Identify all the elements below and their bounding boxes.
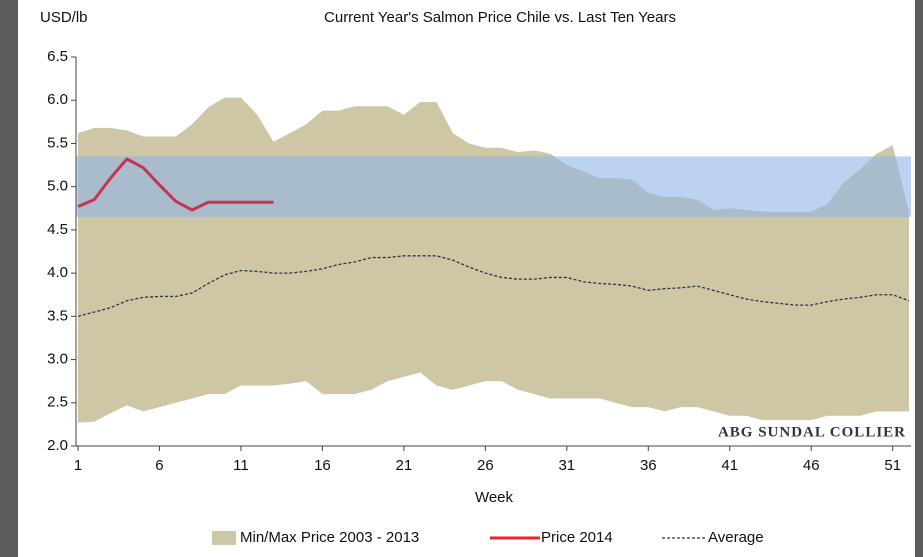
x-tick-label: 16 bbox=[314, 457, 331, 474]
x-tick-label: 21 bbox=[396, 457, 413, 474]
x-tick-label: 1 bbox=[74, 457, 82, 474]
watermark: ABG SUNDAL COLLIER bbox=[718, 424, 906, 440]
y-tick-label: 2.0 bbox=[47, 437, 68, 454]
y-tick-label: 3.0 bbox=[47, 351, 68, 368]
x-tick-label: 36 bbox=[640, 457, 657, 474]
legend-label: Min/Max Price 2003 - 2013 bbox=[240, 529, 419, 546]
y-tick-label: 3.5 bbox=[47, 307, 68, 324]
y-tick-label: 6.5 bbox=[47, 48, 68, 65]
y-tick-label: 2.5 bbox=[47, 394, 68, 411]
x-tick-label: 31 bbox=[558, 457, 575, 474]
chart-title: Current Year's Salmon Price Chile vs. La… bbox=[324, 9, 676, 26]
y-tick-label: 4.0 bbox=[47, 264, 68, 281]
legend-label: Price 2014 bbox=[541, 529, 613, 546]
x-tick-label: 41 bbox=[721, 457, 738, 474]
x-axis-label: Week bbox=[475, 489, 514, 506]
x-tick-label: 6 bbox=[155, 457, 163, 474]
legend-swatch bbox=[212, 531, 236, 545]
y-axis-label: USD/lb bbox=[40, 9, 88, 26]
x-tick-label: 51 bbox=[884, 457, 901, 474]
highlight-band bbox=[76, 156, 911, 217]
average-line bbox=[77, 255, 910, 317]
x-tick-label: 11 bbox=[233, 457, 249, 474]
y-tick-label: 4.5 bbox=[47, 221, 68, 238]
y-tick-label: 6.0 bbox=[47, 91, 68, 108]
x-tick-label: 46 bbox=[803, 457, 820, 474]
price-line bbox=[77, 157, 274, 212]
legend-label: Average bbox=[708, 529, 764, 546]
x-tick-label: 26 bbox=[477, 457, 494, 474]
y-tick-label: 5.5 bbox=[47, 134, 68, 151]
y-tick-label: 5.0 bbox=[47, 178, 68, 195]
